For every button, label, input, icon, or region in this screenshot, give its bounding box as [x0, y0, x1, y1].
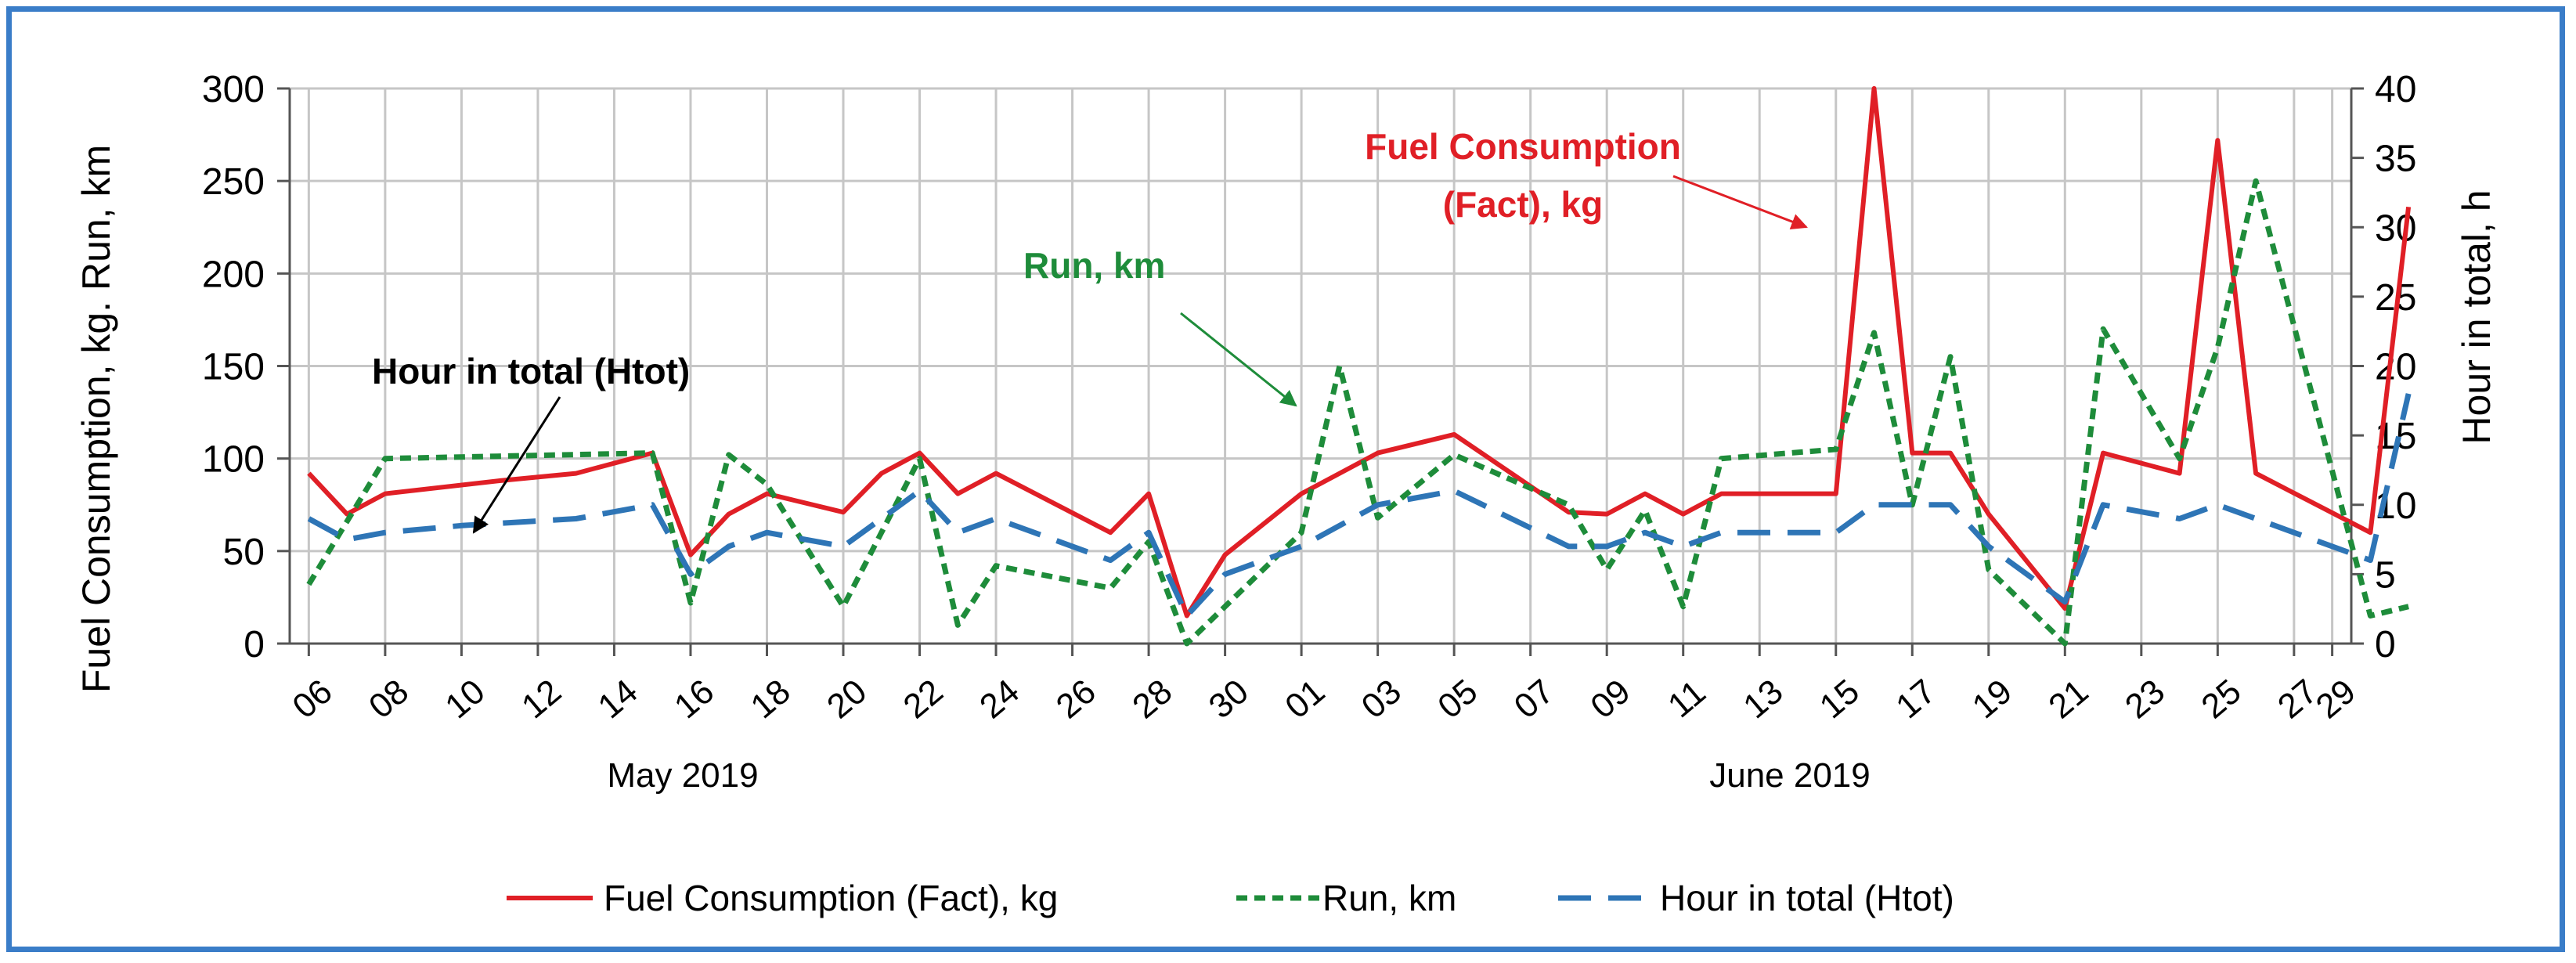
x-tick-label: 08 — [362, 672, 416, 726]
x-tick-label: 16 — [667, 672, 721, 726]
x-tick-label: 28 — [1125, 672, 1179, 726]
annotation-hour: Hour in total (Htot) — [372, 351, 690, 391]
x-tick-label: 07 — [1507, 672, 1561, 726]
x-tick-label: 13 — [1736, 672, 1790, 726]
legend-label: Run, km — [1322, 878, 1456, 918]
x-tick-label: 30 — [1202, 672, 1256, 726]
series-line-run — [306, 178, 2409, 647]
x-tick-label: 14 — [591, 672, 645, 726]
y-tick-label-right: 35 — [2375, 139, 2416, 180]
x-tick-label: 10 — [438, 672, 492, 726]
x-tick-label: 18 — [744, 672, 798, 726]
month-label: May 2019 — [607, 756, 758, 795]
x-tick-label: 06 — [286, 672, 340, 726]
y-axis-label-right: Hour in total, h — [2455, 189, 2498, 444]
x-tick-label: 17 — [1889, 672, 1943, 726]
y-tick-label-right: 0 — [2375, 624, 2396, 665]
x-tick-label: 01 — [1278, 672, 1332, 726]
y-tick-label-left: 300 — [202, 69, 265, 110]
y-tick-label-left: 100 — [202, 439, 265, 481]
y-tick-label-right: 30 — [2375, 207, 2416, 249]
y-tick-label-left: 200 — [202, 254, 265, 295]
x-tick-label: 09 — [1583, 672, 1637, 726]
legend: Fuel Consumption (Fact), kg Run, km Hour i… — [507, 878, 1954, 918]
x-tick-label: 12 — [514, 672, 568, 726]
x-tick-label: 22 — [897, 672, 951, 726]
x-tick-label: 25 — [2195, 672, 2249, 726]
x-tick-label: 19 — [1965, 672, 2019, 726]
x-ticks: 06 08 10 12 14 16 18 20 22 24 26 28 30 01 03 05 07 09 11 13… — [286, 672, 2363, 726]
y-tick-label-left: 0 — [244, 624, 265, 665]
annotation-fuel-line1: Fuel Consumption — [1365, 126, 1681, 167]
month-labels: May 2019 June 2019 — [607, 756, 1870, 795]
y-tick-label-left: 150 — [202, 347, 265, 388]
legend-label: Fuel Consumption (Fact), kg — [604, 878, 1058, 918]
month-label: June 2019 — [1709, 756, 1871, 795]
y-tick-label-right: 20 — [2375, 347, 2416, 388]
grid — [290, 87, 2351, 645]
series-line-fuel — [307, 86, 2412, 619]
x-tick-label: 05 — [1431, 672, 1485, 726]
annotations: Hour in total (Htot) Run, km Fuel Consumpt… — [372, 126, 1808, 534]
y-ticks-left: 0 50 100 150 200 250 300 — [202, 69, 265, 665]
x-tick-label: 15 — [1813, 672, 1867, 726]
x-tick-label: 20 — [820, 672, 874, 726]
chart-frame: 0 50 100 150 200 250 300 0 5 10 15 20 25 30 35 40 06 08… — [6, 6, 2565, 952]
y-axis-label-left: Fuel Consumption, kg. Run, km — [74, 145, 118, 693]
annotation-run: Run, km — [1023, 245, 1165, 286]
legend-label: Hour in total (Htot) — [1660, 878, 1954, 918]
x-tick-label: 23 — [2118, 672, 2172, 726]
y-tick-label-right: 40 — [2375, 69, 2416, 110]
axes — [277, 87, 2364, 656]
x-tick-label: 11 — [1661, 673, 1712, 725]
series-group — [306, 86, 2412, 647]
annotation-run-arrow — [1180, 312, 1297, 407]
y-tick-label-left: 50 — [223, 532, 265, 573]
x-tick-label: 21 — [2041, 672, 2095, 726]
annotation-fuel-arrow — [1672, 175, 1808, 230]
x-tick-label: 24 — [972, 672, 1026, 726]
series-line-hour — [307, 393, 2412, 619]
y-tick-label-right: 5 — [2375, 554, 2396, 596]
y-tick-label-left: 250 — [202, 161, 265, 203]
annotation-hour-arrow — [472, 396, 561, 534]
x-tick-label: 29 — [2309, 672, 2363, 726]
x-tick-label: 03 — [1355, 672, 1409, 726]
annotation-fuel-line2: (Fact), kg — [1443, 184, 1603, 225]
x-tick-label: 26 — [1049, 672, 1103, 726]
